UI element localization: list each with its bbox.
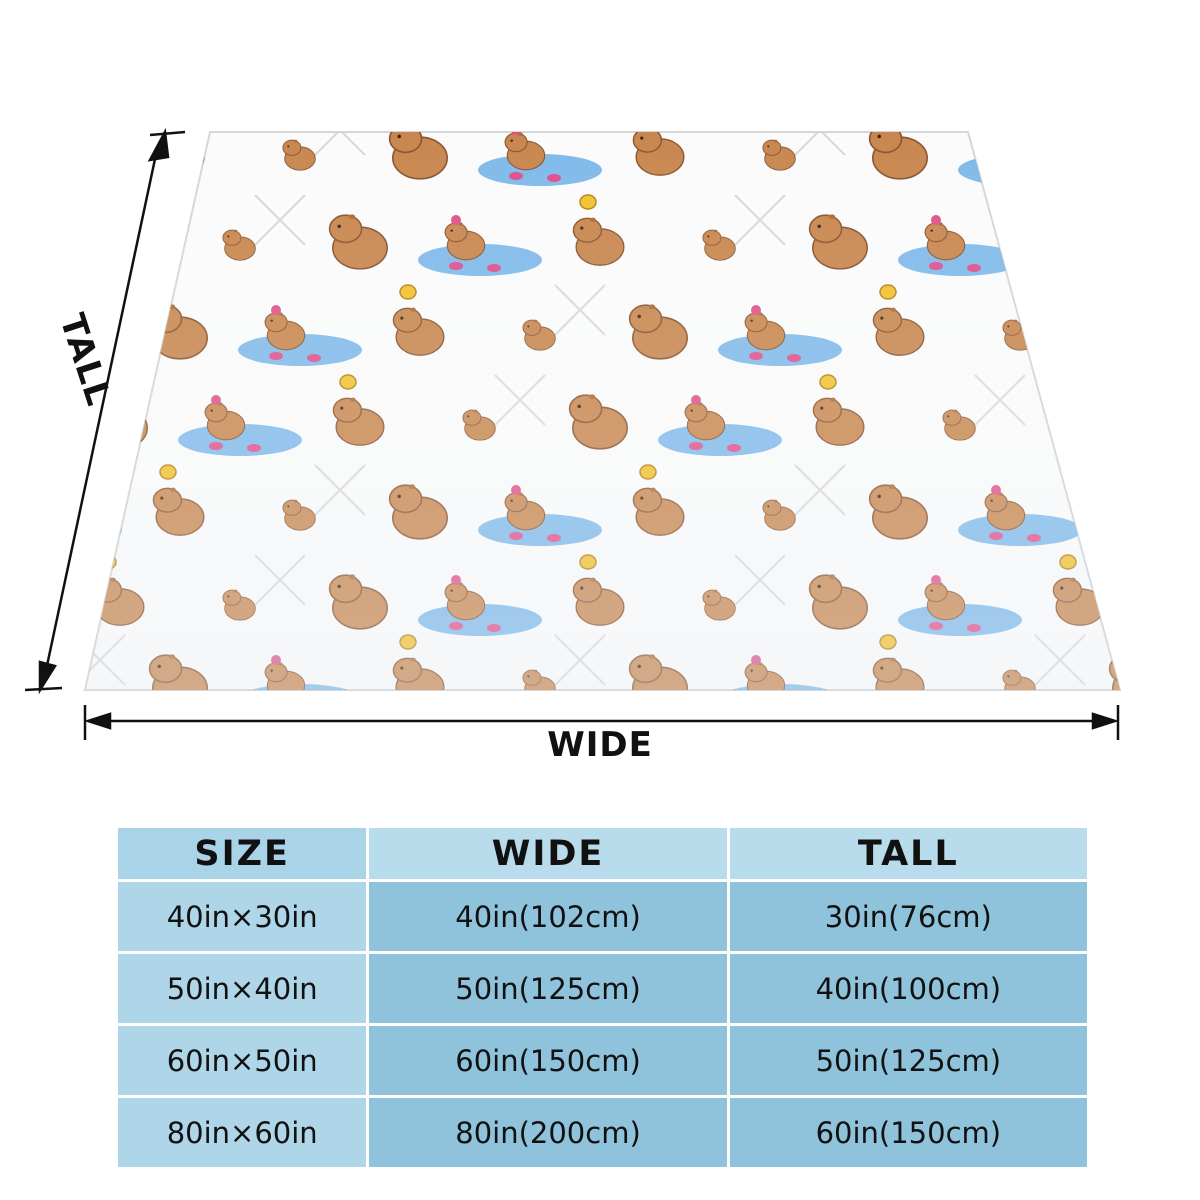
capybara-motif (1112, 132, 1120, 176)
cell-tall: 40in(100cm) (729, 954, 1087, 1023)
cell-size: 80in×60in (118, 1098, 367, 1167)
cell-wide: 80in(200cm) (369, 1098, 727, 1167)
flower-motif (31, 125, 41, 135)
table-row: 40in×30in 40in(102cm) 30in(76cm) (118, 882, 1087, 951)
bird-motif (1059, 194, 1077, 210)
cell-tall: 60in(150cm) (729, 1098, 1087, 1167)
fold-crease (1034, 284, 1086, 336)
bird-motif (1120, 105, 1136, 119)
capybara-motif (1112, 487, 1120, 536)
table-row: 80in×60in 80in(200cm) 60in(150cm) (118, 1098, 1087, 1167)
cell-wide: 50in(125cm) (369, 954, 727, 1023)
capybara-motif (1052, 217, 1105, 266)
cell-size: 50in×40in (118, 954, 367, 1023)
cell-tall: 30in(76cm) (729, 882, 1087, 951)
bird-motif (160, 105, 176, 119)
blanket-diagram (24, 105, 1136, 740)
bird-motif (640, 105, 656, 119)
size-table: SIZE WIDE TALL 40in×30in 40in(102cm) 30i… (115, 825, 1090, 1170)
pool-motif (85, 514, 122, 546)
wide-label: WIDE (547, 725, 653, 765)
bird-motif (99, 194, 117, 210)
flower-motif (991, 132, 1001, 135)
cell-tall: 50in(125cm) (729, 1026, 1087, 1095)
header-wide: WIDE (369, 828, 727, 879)
table-header-row: SIZE WIDE TALL (118, 828, 1087, 879)
header-tall: TALL (729, 828, 1087, 879)
table-row: 50in×40in 50in(125cm) 40in(100cm) (118, 954, 1087, 1023)
cell-wide: 60in(150cm) (369, 1026, 727, 1095)
table-row: 60in×50in 60in(150cm) 50in(125cm) (118, 1026, 1087, 1095)
cell-wide: 40in(102cm) (369, 882, 727, 951)
capybara-motif (984, 132, 1026, 171)
cell-size: 60in×50in (118, 1026, 367, 1095)
capybara-motif (1108, 304, 1120, 360)
header-size: SIZE (118, 828, 367, 879)
cell-size: 40in×30in (118, 882, 367, 951)
capybara-motif (25, 132, 65, 169)
capybara-motif (25, 492, 65, 529)
pool-motif (85, 154, 122, 186)
capybara-motif (1048, 394, 1109, 450)
bird-motif (1119, 464, 1120, 480)
flower-motif (31, 485, 41, 495)
tall-arrow (24, 127, 186, 695)
wide-arrow (83, 705, 1120, 740)
